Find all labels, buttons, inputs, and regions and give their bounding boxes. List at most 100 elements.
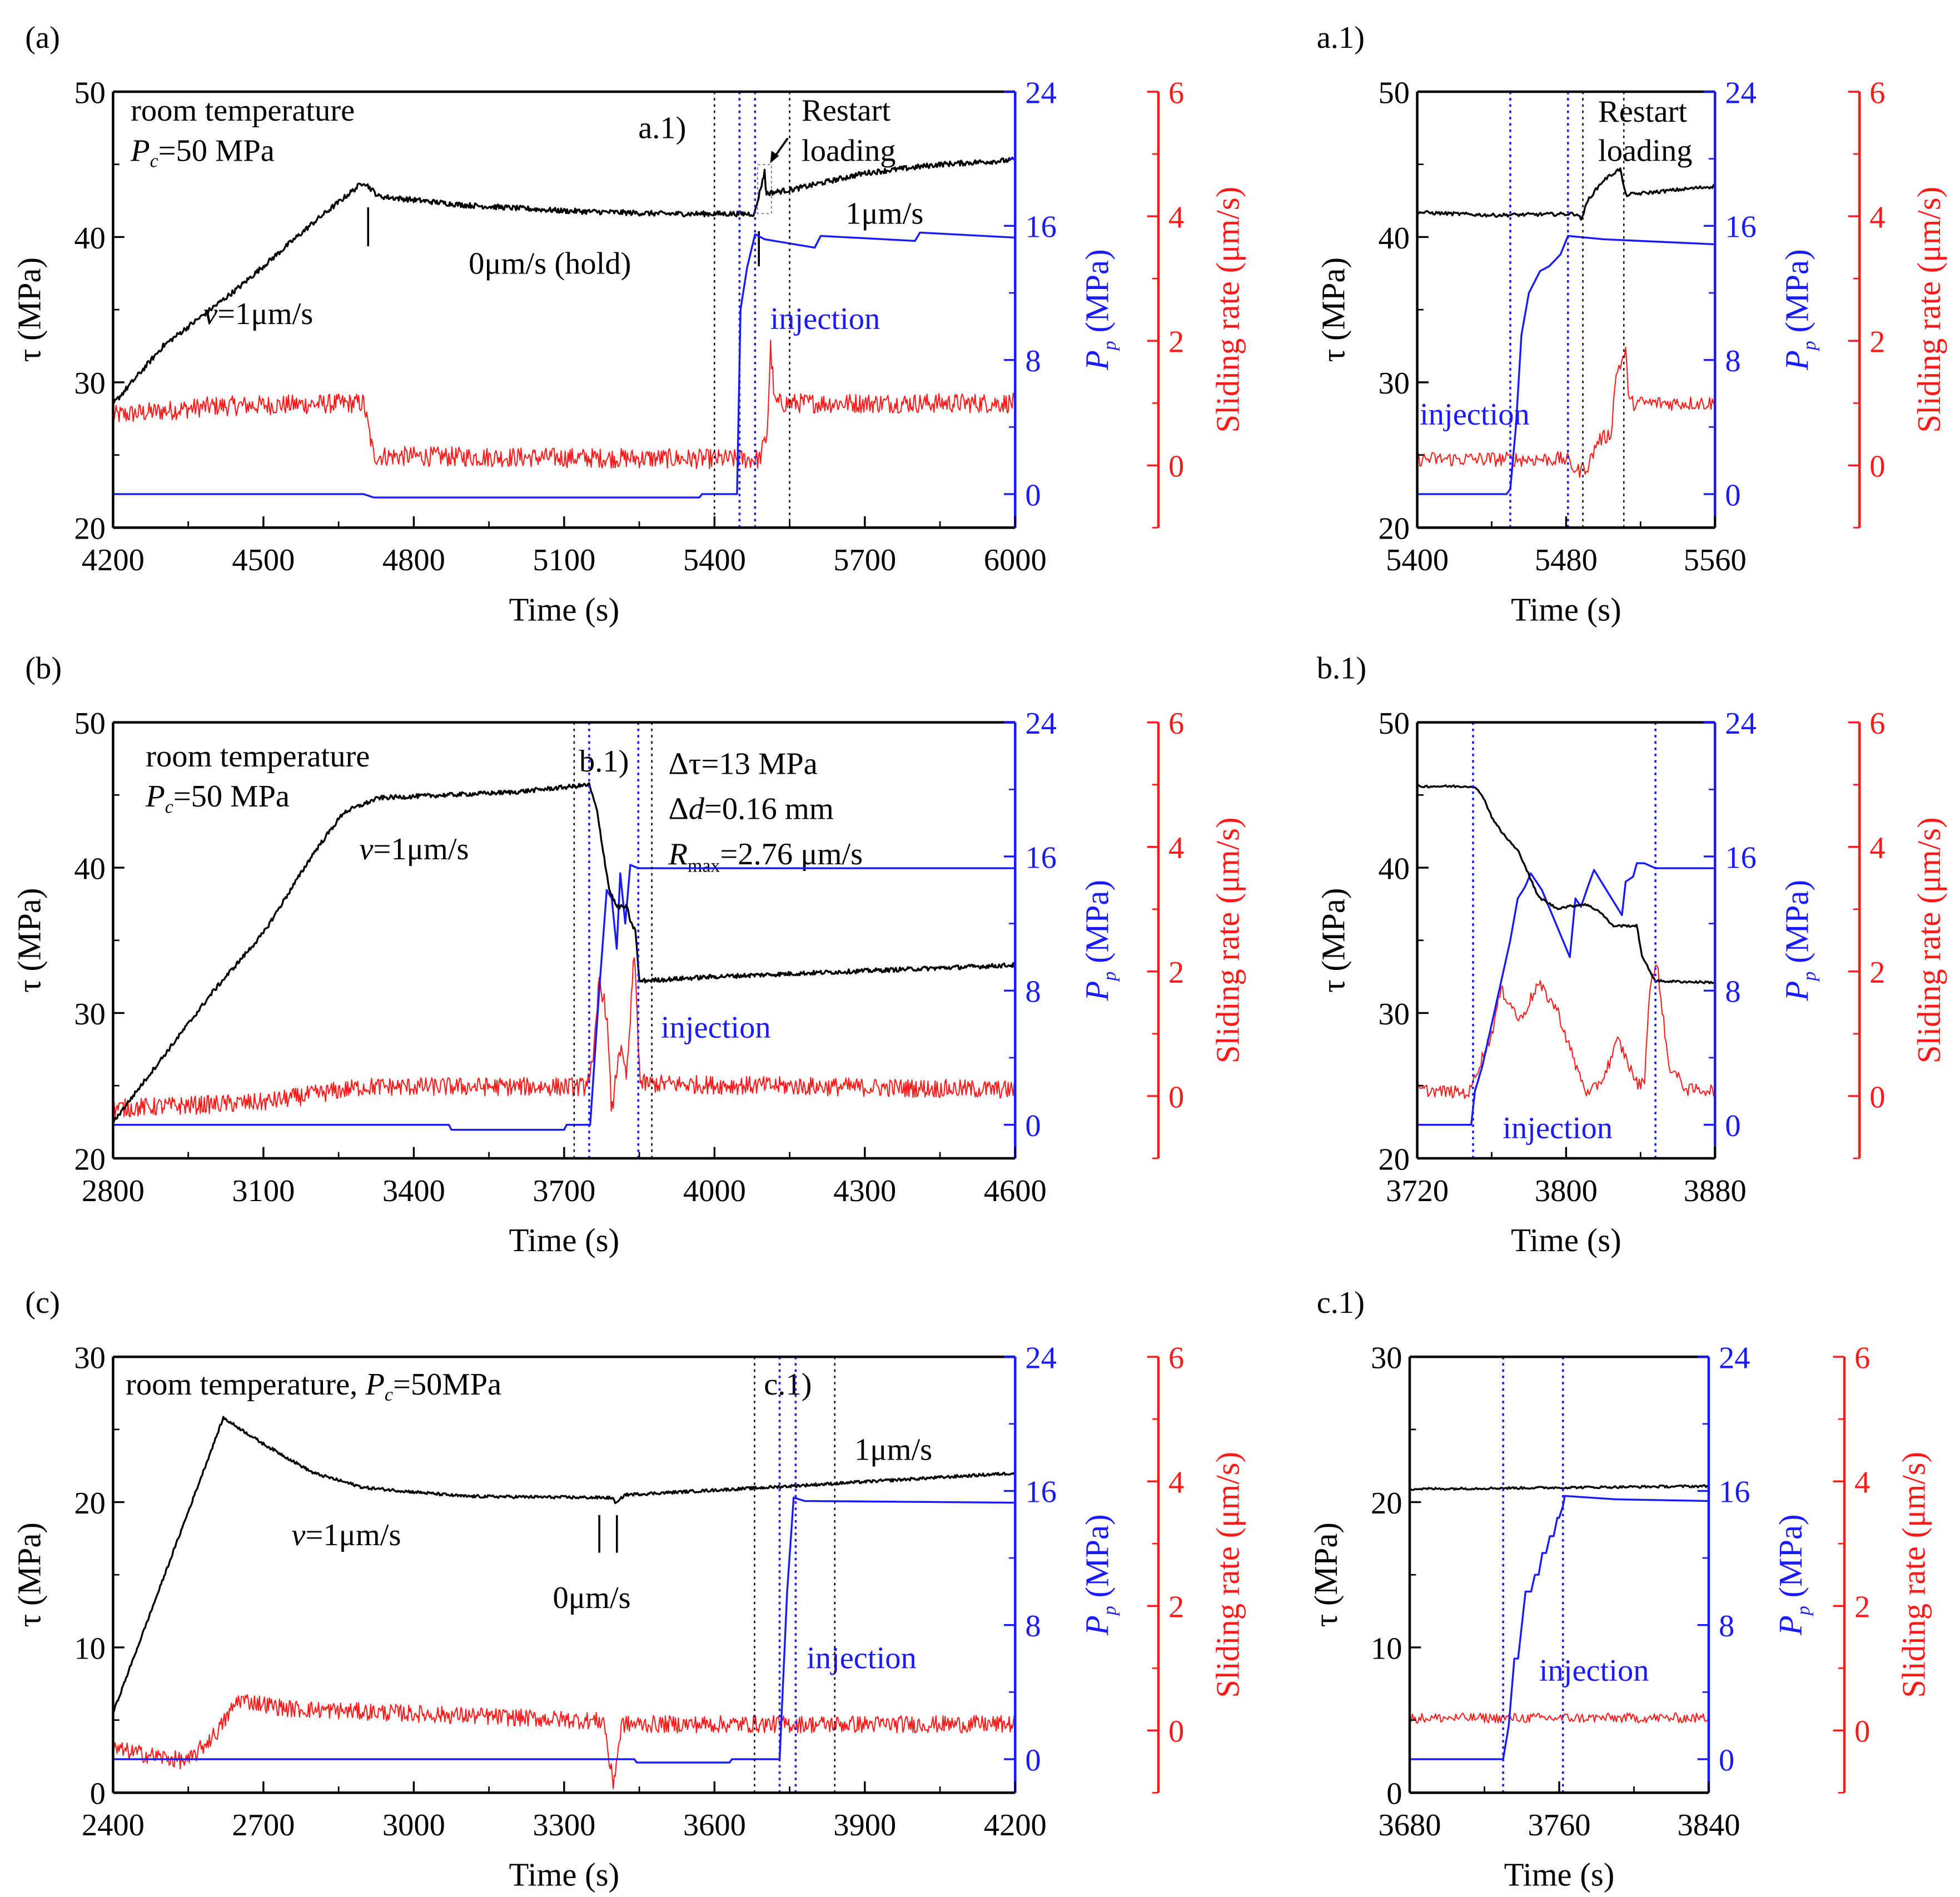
y3-axis-title: Sliding rate (μm/s) [1210,187,1246,433]
y2-axis-title-subscript: p [1100,972,1120,982]
zoom-reference-label: a.1) [638,111,686,146]
y2-axis-title-symbol: P [1080,350,1116,371]
x-tick-label: 3800 [1535,1174,1598,1208]
series-group [113,782,1016,1131]
y-tick-label: 40 [1379,852,1410,886]
condition-label: room temperature [146,739,370,774]
x-axis-title: Time (s) [1504,1857,1615,1893]
series-tau [1417,784,1715,984]
x-tick-label: 2800 [82,1174,145,1208]
velocity-label: v=1μm/s [359,832,469,867]
y-tick-label: 20 [74,512,106,546]
injection-label: injection [1420,397,1530,432]
y2-axis-title: Pp (MPa) [1779,249,1820,371]
y3-tick-label: 4 [1869,831,1885,865]
y-tick-label: 30 [74,366,106,401]
panel-b: (b) room temperature Pc=50 MPa b.1) Δτ=1… [11,651,1246,1259]
x-tick-label: 5560 [1684,543,1747,577]
y2-axis-title: Pp (MPa) [1080,1514,1121,1636]
y-axis-title: τ (MPa) [11,1522,47,1627]
y2-axis-title-symbol: P [1779,981,1815,1002]
x-tick-label: 4200 [984,1808,1047,1843]
y2-tick-label: 24 [1025,706,1057,741]
y3-tick-label: 6 [1869,76,1885,110]
y2-axis-title-subscript: p [1799,341,1820,351]
injection-label: injection [770,302,880,336]
x-tick-label: 3760 [1528,1808,1590,1843]
y2-tick-label: 16 [1725,840,1757,875]
y3-tick-label: 2 [1168,955,1184,990]
x-tick-label: 3680 [1379,1808,1441,1843]
y3-tick-label: 4 [1869,200,1885,235]
x-tick-label: 3400 [382,1174,445,1208]
y2-tick-label: 24 [1719,1341,1750,1375]
y2-axis-title: Pp (MPa) [1773,1514,1814,1636]
y3-tick-label: 4 [1854,1466,1870,1500]
y2-tick-label: 0 [1725,478,1740,512]
y3-axis-title: Sliding rate (μm/s) [1210,1452,1246,1698]
series-sliding_rate [1417,346,1715,478]
y2-tick-label: 8 [1719,1609,1734,1644]
y2-tick-label: 24 [1025,76,1057,110]
confining-pressure-label: Pc=50 MPa [145,779,290,817]
y2-axis-title-symbol: P [1080,981,1116,1002]
series-sliding_rate [1410,1712,1709,1724]
series-sliding_rate [1417,964,1715,1099]
series-tau [1410,1484,1709,1491]
restart-label: Restart [802,93,891,128]
injection-label: injection [661,1010,771,1045]
y-tick-label: 50 [74,706,106,741]
panel-label: b.1) [1317,651,1366,686]
series-group [113,1416,1016,1790]
loading-label: loading [1598,133,1692,168]
x-tick-label: 5700 [833,543,896,577]
y-tick-label: 30 [1379,366,1410,401]
x-tick-label: 5100 [533,543,595,577]
y-tick-label: 30 [1379,997,1410,1032]
y3-tick-label: 0 [1168,1080,1184,1114]
x-tick-label: 5400 [1386,543,1449,577]
y2-tick-label: 16 [1025,210,1057,245]
y2-tick-label: 24 [1725,76,1757,110]
y3-tick-label: 2 [1869,325,1885,360]
panel-a1: a.1) Restart loading injection 5400 5480 5… [1315,21,1947,628]
panel-c: (c) room temperature, Pc=50MPa c.1) 1μm/… [11,1286,1246,1893]
y-tick-label: 10 [74,1631,106,1666]
y-tick-label: 20 [74,1486,106,1521]
y-tick-label: 40 [1379,221,1410,256]
y3-axis-title: Sliding rate (μm/s) [1911,817,1947,1063]
zoom-reference-label: c.1) [764,1367,812,1402]
y2-tick-label: 0 [1025,478,1041,512]
y2-tick-label: 24 [1725,706,1757,741]
y2-axis-title-unit: (MPa) [1080,880,1116,972]
y2-tick-label: 8 [1025,344,1041,379]
series-tau [113,1416,1016,1714]
series-sliding_rate [113,957,1016,1118]
y-tick-label: 30 [74,1341,106,1375]
y3-tick-label: 0 [1869,450,1885,484]
series-tau [113,156,1016,404]
x-tick-label: 5480 [1535,543,1598,577]
y2-tick-label: 0 [1725,1109,1740,1143]
x-tick-label: 6000 [984,543,1047,577]
restart-label: Restart [1598,94,1687,129]
zoom-reference-label: b.1) [579,744,629,779]
y3-tick-label: 4 [1168,200,1184,235]
stress-drop-label: Δτ=13 MPa [668,746,817,781]
y-axis-title: τ (MPa) [1315,257,1351,362]
x-tick-label: 3100 [232,1174,295,1208]
series-tau [1417,167,1715,221]
x-tick-label: 3840 [1677,1808,1740,1843]
y2-axis-title: Pp (MPa) [1080,249,1121,371]
y3-axis-title: Sliding rate (μm/s) [1911,187,1947,433]
series-group [1417,167,1715,495]
panel-b1: b.1) injection 3720 3800 38802030405008162… [1315,651,1947,1259]
y-tick-label: 40 [74,221,106,256]
velocity-label: v=1μm/s [291,1518,401,1552]
y3-axis-title: Sliding rate (μm/s) [1210,817,1246,1063]
series-sliding_rate [113,340,1016,470]
y2-tick-label: 0 [1719,1743,1734,1777]
x-tick-label: 3720 [1386,1174,1449,1208]
y-tick-label: 10 [1371,1631,1402,1666]
y3-tick-label: 0 [1869,1080,1885,1114]
